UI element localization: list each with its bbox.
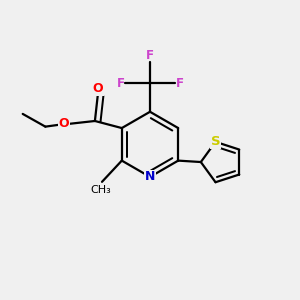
Text: N: N [145,170,155,183]
Text: F: F [176,77,184,90]
Text: S: S [211,135,220,148]
Text: F: F [116,77,124,90]
Text: F: F [146,49,154,62]
Text: CH₃: CH₃ [90,185,111,195]
Text: O: O [92,82,103,95]
Text: O: O [59,117,69,130]
